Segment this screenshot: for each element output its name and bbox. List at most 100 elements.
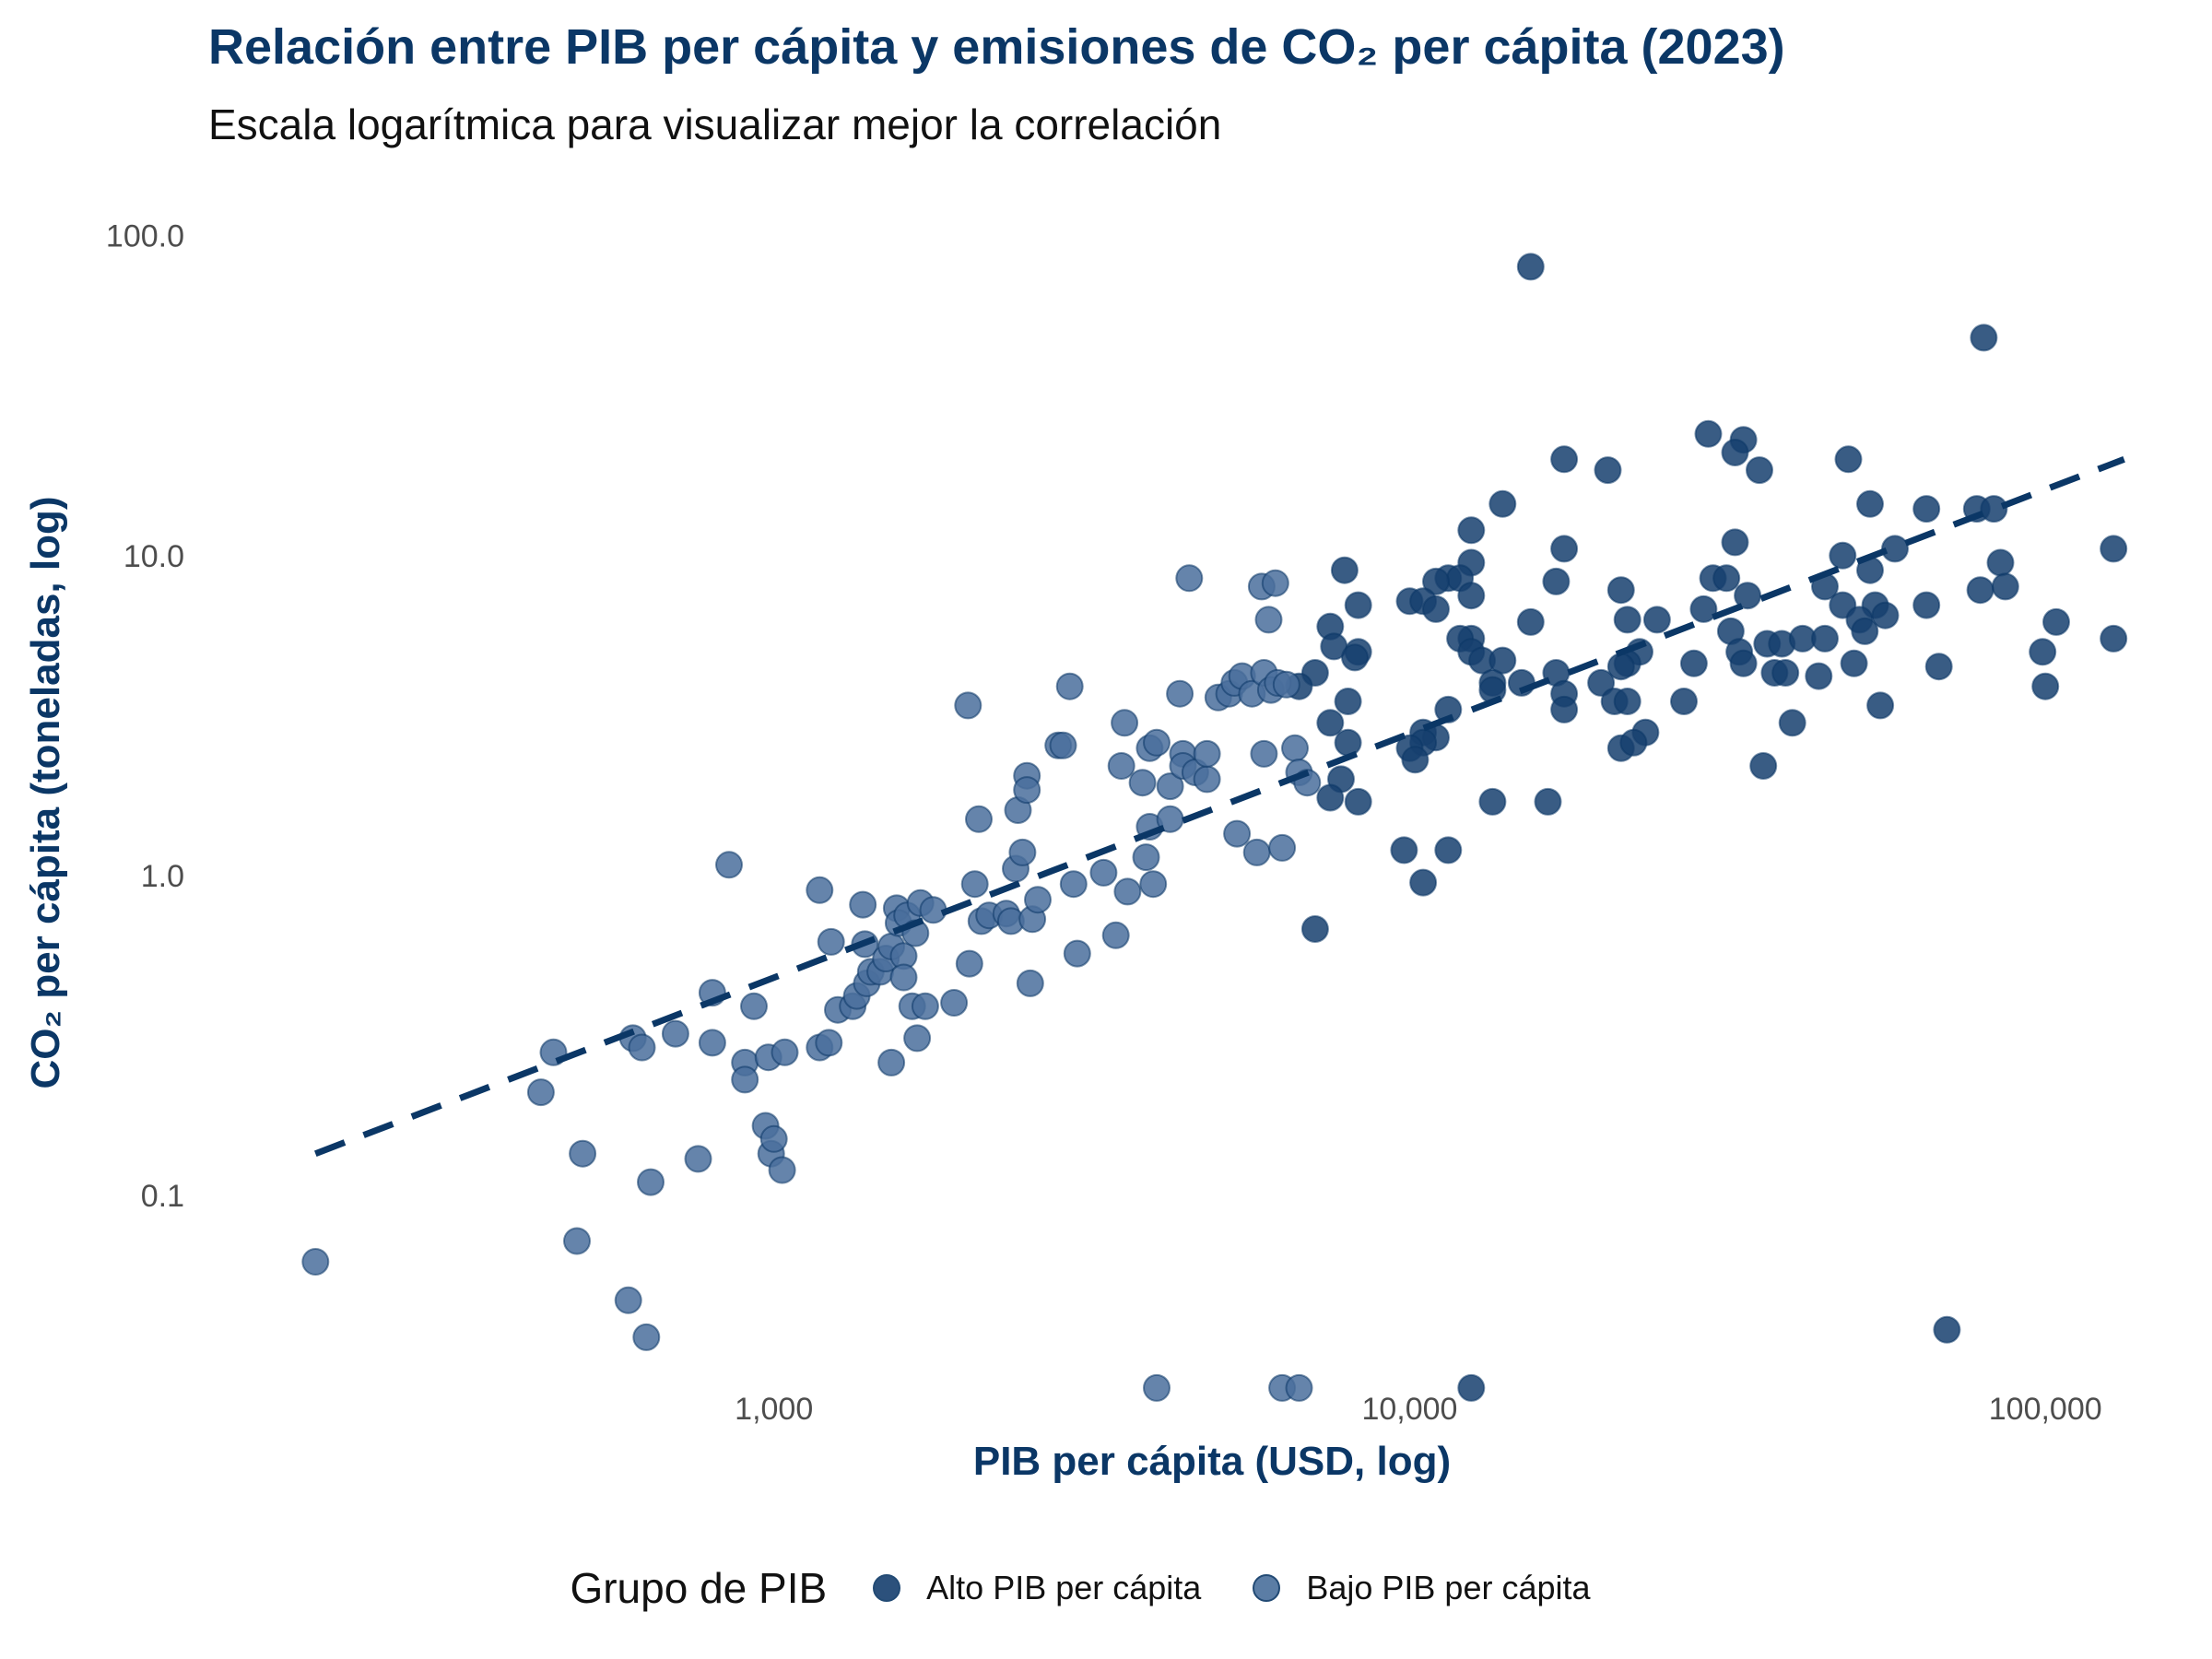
point-bajo-63 <box>1013 776 1041 805</box>
point-alto-77 <box>1771 659 1800 687</box>
point-alto-93 <box>2031 672 2060 700</box>
y-axis-title: CO₂ per cápita (toneladas, log) <box>23 497 68 1089</box>
point-alto-88 <box>1334 688 1362 715</box>
point-alto-63 <box>1341 643 1369 672</box>
point-alto-52 <box>1851 617 1879 645</box>
point-bajo-72 <box>1089 858 1118 887</box>
point-bajo-1 <box>526 1078 555 1107</box>
point-bajo-23 <box>771 1038 799 1066</box>
point-alto-2 <box>1694 419 1723 448</box>
point-alto-4 <box>1721 439 1749 466</box>
point-bajo-46 <box>903 1024 932 1053</box>
point-alto-38 <box>1344 591 1372 619</box>
point-alto-28 <box>1422 567 1450 595</box>
point-bajo-52 <box>955 949 983 978</box>
point-alto-59 <box>1811 624 1839 653</box>
point-bajo-51 <box>954 691 982 720</box>
point-bajo-92 <box>1193 739 1221 768</box>
x-tick-label-2: 100,000 <box>1989 1392 2102 1427</box>
point-alto-34 <box>1457 582 1486 610</box>
point-bajo-74 <box>1107 752 1135 780</box>
point-bajo-109 <box>1272 670 1300 699</box>
point-bajo-16 <box>731 1065 759 1094</box>
chart-title: Relación entre PIB per cápita y emisione… <box>208 19 1785 75</box>
point-bajo-5 <box>614 1286 642 1314</box>
legend-label-alto: Alto PIB per cápita <box>926 1569 1202 1606</box>
point-bajo-103 <box>1254 606 1283 634</box>
point-alto-116 <box>1457 1373 1486 1402</box>
point-alto-107 <box>1316 783 1345 812</box>
point-alto-78 <box>1805 662 1833 690</box>
point-alto-15 <box>1721 528 1749 557</box>
legend-key-bajo <box>1253 1574 1281 1602</box>
y-axis-ticks: 0.1 1.0 10.0 100.0 <box>106 219 184 1214</box>
point-alto-47 <box>1871 601 1900 629</box>
point-bajo-84 <box>1156 772 1184 801</box>
point-bajo-66 <box>1024 886 1052 914</box>
point-alto-91 <box>1866 691 1895 720</box>
point-alto-110 <box>1534 787 1562 816</box>
point-bajo-61 <box>1008 838 1037 866</box>
point-bajo-9 <box>637 1168 665 1196</box>
point-alto-11 <box>1912 495 1941 524</box>
point-bajo-0 <box>301 1248 330 1276</box>
point-bajo-71 <box>1063 939 1091 968</box>
point-alto-95 <box>1778 709 1806 737</box>
y-tick-label-0: 0.1 <box>141 1179 184 1214</box>
point-alto-8 <box>1746 456 1773 485</box>
point-bajo-75 <box>1111 709 1139 737</box>
point-bajo-10 <box>661 1019 689 1048</box>
point-bajo-17 <box>740 992 768 1020</box>
x-axis-title: PIB per cápita (USD, log) <box>973 1439 1451 1484</box>
point-bajo-83 <box>1143 1373 1171 1402</box>
x-tick-label-1: 10,000 <box>1361 1392 1457 1427</box>
point-bajo-53 <box>960 870 989 899</box>
trend-line-layer <box>314 456 2125 1157</box>
point-bajo-107 <box>1268 833 1297 862</box>
point-alto-43 <box>1689 594 1718 623</box>
point-bajo-70 <box>1059 870 1088 899</box>
point-alto-22 <box>1986 548 2015 577</box>
chart-subtitle: Escala logarítmica para visualizar mejor… <box>208 100 1222 148</box>
point-alto-45 <box>1642 606 1671 634</box>
point-alto-113 <box>1409 868 1438 897</box>
point-alto-1 <box>1970 324 1998 352</box>
data-points <box>301 253 2128 1402</box>
point-alto-99 <box>1334 728 1362 757</box>
point-bajo-105 <box>1261 569 1289 597</box>
series-alto <box>1285 253 2128 1402</box>
point-bajo-102 <box>1250 739 1278 768</box>
point-alto-49 <box>2042 607 2070 636</box>
point-bajo-81 <box>1139 870 1168 899</box>
point-alto-6 <box>1834 445 1863 474</box>
point-bajo-42 <box>889 963 918 992</box>
point-bajo-27 <box>817 927 845 956</box>
point-alto-14 <box>1457 516 1486 545</box>
point-bajo-77 <box>1128 769 1157 797</box>
point-alto-33 <box>1606 576 1635 605</box>
point-bajo-82 <box>1143 728 1171 757</box>
y-tick-label-1: 1.0 <box>141 859 184 894</box>
point-alto-13 <box>1980 495 2008 524</box>
y-tick-label-2: 10.0 <box>124 539 184 574</box>
legend-label-bajo: Bajo PIB per cápita <box>1306 1569 1591 1606</box>
legend-item-bajo: Bajo PIB per cápita <box>1253 1569 1591 1607</box>
point-alto-109 <box>1478 787 1507 816</box>
point-bajo-7 <box>628 1033 656 1062</box>
point-alto-72 <box>1840 649 1868 677</box>
point-alto-29 <box>1542 567 1571 595</box>
point-bajo-68 <box>1049 731 1077 759</box>
point-alto-44 <box>1613 606 1641 634</box>
point-alto-20 <box>1330 556 1359 584</box>
series-bajo <box>301 564 1322 1402</box>
point-alto-105 <box>1401 746 1430 774</box>
point-alto-89 <box>1434 695 1463 724</box>
point-alto-16 <box>1550 535 1579 563</box>
trend-line <box>314 456 2125 1157</box>
point-alto-71 <box>1729 649 1758 677</box>
point-alto-5 <box>1550 445 1579 474</box>
point-bajo-22 <box>768 1156 796 1184</box>
point-alto-87 <box>1613 688 1641 715</box>
point-bajo-26 <box>815 1029 843 1057</box>
point-alto-92 <box>1550 695 1579 724</box>
